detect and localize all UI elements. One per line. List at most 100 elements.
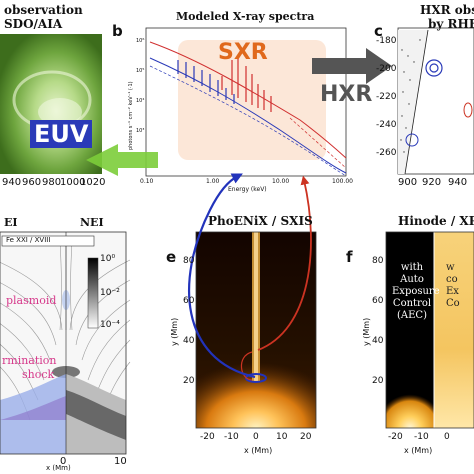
non-aec-line-1: w (446, 262, 455, 273)
hxr-source-red (463, 102, 473, 118)
panel-e-title: PhoENiX / SXIS (208, 214, 313, 228)
panel-e-xtick-3: 0 (253, 432, 259, 442)
aec-line-1: with (400, 262, 424, 273)
panel-a-tick-3: 980 (42, 177, 62, 188)
panel-e-ytick-2: 60 (183, 296, 195, 306)
panel-e-xtick-2: -10 (224, 432, 239, 442)
panel-d-xlabel: x (Mm) (46, 464, 71, 472)
panel-b-ytick-1: 10⁶ (136, 38, 145, 44)
panel-e-ylabel: y (Mm) (170, 317, 179, 346)
panel-b (145, 27, 347, 177)
panel-a-tick-5: 1020 (80, 177, 106, 188)
panel-f-xtick-1: -20 (388, 432, 403, 442)
aec-line-2: Auto (400, 274, 424, 285)
xrt-non-aec (434, 232, 474, 428)
panel-b-xtick-1: 0.10 (140, 178, 154, 185)
panel-f-ytick-3: 40 (372, 336, 384, 346)
panel-e-ytick-4: 20 (183, 376, 195, 386)
panel-f-ytick-1: 80 (372, 256, 384, 266)
panel-c-ytick-2: -200 (376, 64, 397, 74)
panel-f-ytick-4: 20 (372, 376, 384, 386)
panel-c-ytick-1: -180 (376, 36, 397, 46)
panel-c (397, 27, 474, 175)
panel-e-ytick-3: 40 (183, 336, 195, 346)
panel-a (0, 34, 102, 174)
panel-c-ytick-4: -240 (376, 120, 397, 130)
panel-b-letter: b (112, 22, 123, 40)
cbar-tick-1: 10⁰ (100, 254, 116, 264)
panel-d-xtick-2: 10 (114, 456, 127, 467)
panel-e-ytick-1: 80 (183, 256, 195, 266)
blue-lines (177, 60, 235, 104)
panel-f-ylabel: y (Mm) (362, 317, 371, 346)
red-continuum (149, 41, 347, 159)
panel-f-xlabel: x (Mm) (404, 446, 433, 455)
limb-region (398, 30, 428, 174)
panel-a-tick-4: 1000 (60, 177, 86, 188)
aec-line-4: Control (392, 298, 432, 309)
panel-b-xtick-4: 100.00 (332, 178, 353, 185)
aec-line-5: (AEC) (397, 310, 427, 321)
panel-a-tick-2: 960 (22, 177, 42, 188)
limb-dots (400, 39, 421, 153)
non-aec-line-2: co (446, 274, 458, 285)
hxr-label: HXR (320, 82, 373, 107)
panel-d-legend: Fe XXI / XVIII (6, 236, 51, 244)
panel-b-xtick-2: 1.00 (206, 178, 220, 185)
panel-e-letter: e (166, 248, 177, 266)
panel-c-xtick-3: 940 (448, 177, 468, 188)
non-aec-annotation: w co Ex Co (446, 262, 474, 310)
legend-box (1, 235, 95, 247)
panel-c-ytick-3: -220 (376, 92, 397, 102)
panel-a-title-1: observation (4, 3, 83, 17)
hxr-source-blue (425, 59, 443, 77)
spectra-axes (145, 27, 347, 177)
panel-b-ytick-3: 10⁴ (136, 98, 145, 104)
panel-a-title-2: SDO/AIA (4, 17, 63, 31)
panel-b-ytick-4: 10³ (136, 128, 145, 134)
panel-b-ytick-2: 10⁵ (136, 68, 145, 74)
panel-d-ei-label: EI (4, 216, 18, 229)
cbar-tick-2: 10⁻² (100, 288, 120, 298)
blue-continuum (149, 57, 347, 174)
colorbar (87, 257, 99, 329)
panel-d (0, 231, 131, 455)
panel-c-xtick-2: 920 (422, 177, 442, 188)
panel-c-ytick-5: -260 (376, 148, 397, 158)
red-connector (257, 175, 312, 351)
sxr-label: SXR (218, 40, 268, 65)
hxr-arrow (312, 48, 392, 84)
red-lines (221, 58, 272, 112)
cbar-tick-3: 10⁻⁴ (100, 320, 120, 330)
plasmoid-label: plasmoid (6, 294, 57, 307)
blue-connector (187, 173, 256, 379)
panel-d-nei-label: NEI (80, 216, 104, 229)
panel-e (195, 231, 317, 429)
euv-arrow (86, 144, 158, 176)
blue-continuum-dashed (149, 65, 347, 177)
arrows (86, 48, 392, 176)
termination-label-1: rmination (2, 354, 57, 367)
panel-c-xtick-1: 900 (398, 177, 418, 188)
red-continuum-dashed (289, 117, 347, 169)
panel-e-xtick-4: 10 (276, 432, 288, 442)
panel-f-title: Hinode / XRT (398, 214, 474, 228)
panel-f-xtick-2: -10 (414, 432, 429, 442)
panel-e-xtick-1: -20 (200, 432, 215, 442)
non-aec-line-4: Co (446, 298, 460, 309)
panel-c-letter: c (374, 22, 383, 40)
termination-label-2: shock (22, 368, 55, 381)
red-contour (240, 351, 253, 381)
panel-f-letter: f (346, 248, 353, 266)
panel-b-ylabel: photons s⁻¹ cm⁻² keV⁻¹ (·1) (128, 81, 134, 150)
panel-e-xtick-5: 20 (300, 432, 312, 442)
aec-line-3: Exposure (392, 286, 440, 297)
panel-a-tick-1: 940 (2, 177, 22, 188)
panel-f (385, 231, 474, 429)
non-aec-line-3: Ex (446, 286, 459, 297)
panel-b-title: Modeled X-ray spectra (176, 10, 315, 23)
panel-b-xtick-3: 10.00 (272, 178, 290, 185)
euv-label: EUV (30, 120, 93, 148)
